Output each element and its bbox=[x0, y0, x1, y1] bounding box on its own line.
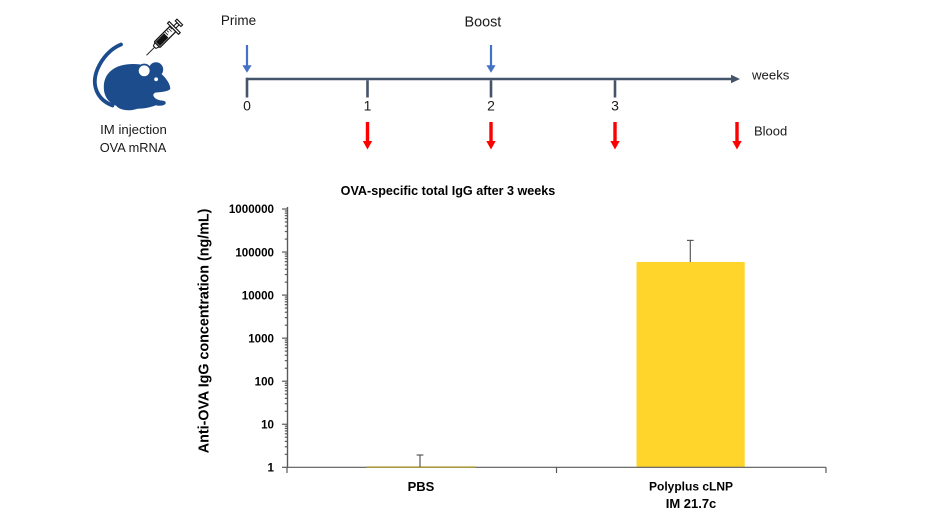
svg-text:10000: 10000 bbox=[242, 289, 274, 302]
svg-text:100: 100 bbox=[255, 375, 274, 388]
svg-text:10: 10 bbox=[261, 419, 274, 432]
svg-text:Boost: Boost bbox=[465, 15, 502, 31]
svg-text:1000: 1000 bbox=[248, 332, 274, 345]
svg-text:Prime: Prime bbox=[221, 13, 256, 28]
svg-text:PBS: PBS bbox=[408, 479, 435, 494]
svg-text:3: 3 bbox=[611, 98, 619, 114]
svg-text:Blood: Blood bbox=[754, 124, 787, 139]
svg-text:1000000: 1000000 bbox=[229, 203, 274, 216]
svg-text:2: 2 bbox=[487, 98, 495, 114]
svg-text:1: 1 bbox=[268, 462, 275, 475]
svg-text:IM 21.7c: IM 21.7c bbox=[666, 496, 717, 511]
svg-text:weeks: weeks bbox=[751, 68, 790, 83]
svg-text:100000: 100000 bbox=[235, 246, 274, 259]
svg-text:0: 0 bbox=[243, 98, 251, 114]
svg-text:Polyplus cLNP: Polyplus cLNP bbox=[649, 480, 733, 494]
svg-text:1: 1 bbox=[364, 98, 372, 114]
svg-text:Anti-OVA IgG concentration (ng: Anti-OVA IgG concentration (ng/mL) bbox=[197, 208, 213, 453]
svg-text:OVA mRNA: OVA mRNA bbox=[100, 140, 167, 155]
svg-text:IM injection: IM injection bbox=[100, 122, 167, 137]
svg-text:OVA-specific total IgG after 3: OVA-specific total IgG after 3 weeks bbox=[341, 184, 556, 198]
